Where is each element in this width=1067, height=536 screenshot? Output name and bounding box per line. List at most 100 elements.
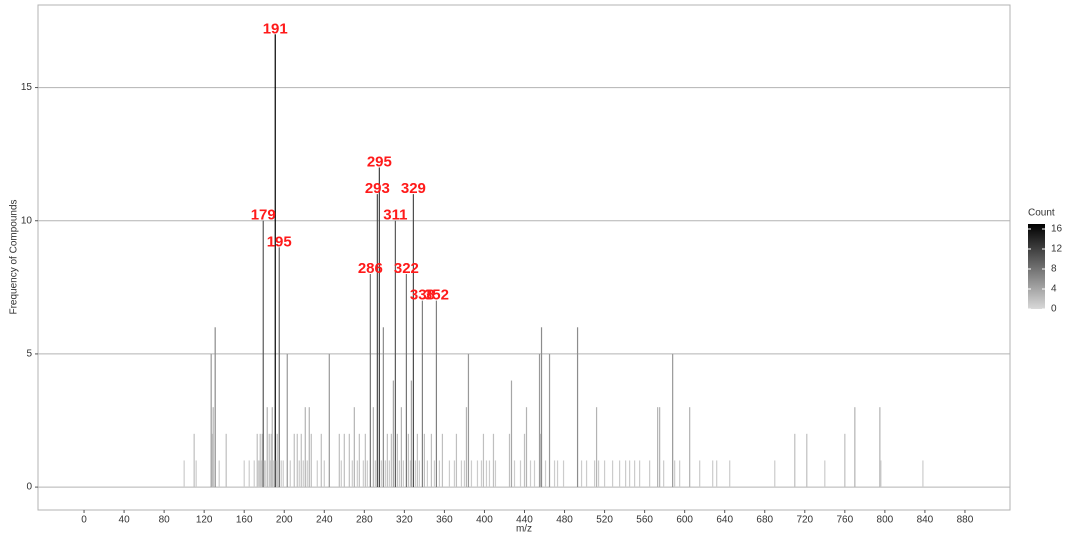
bar xyxy=(407,433,409,488)
bar xyxy=(508,433,511,488)
bar xyxy=(441,433,444,488)
bar xyxy=(525,407,528,488)
x-tick-label: 880 xyxy=(957,515,974,526)
bar xyxy=(214,327,216,488)
bar xyxy=(353,407,355,488)
x-tick-label: 480 xyxy=(556,515,573,526)
bar xyxy=(460,460,463,488)
bar xyxy=(253,460,255,488)
bar xyxy=(372,407,374,488)
x-tick-label: 320 xyxy=(396,515,413,526)
bar xyxy=(435,300,438,488)
bar xyxy=(394,220,396,488)
bar xyxy=(523,433,526,488)
bar xyxy=(416,433,418,488)
bar xyxy=(611,460,614,488)
x-tick-label: 200 xyxy=(276,515,293,526)
x-tick-label: 440 xyxy=(516,515,533,526)
bar xyxy=(485,460,488,488)
bar xyxy=(649,460,651,488)
bar xyxy=(409,460,411,488)
bar xyxy=(366,460,368,488)
peak-label: 352 xyxy=(424,287,449,304)
bar xyxy=(430,433,433,488)
bar xyxy=(351,460,353,488)
bar xyxy=(553,460,556,488)
y-tick-label: 10 xyxy=(21,215,33,226)
bar xyxy=(308,407,310,488)
bar xyxy=(193,433,195,488)
bar xyxy=(378,167,380,488)
bar xyxy=(211,433,213,488)
bar xyxy=(257,460,259,488)
y-tick-label: 0 xyxy=(26,482,32,493)
bar xyxy=(672,353,674,488)
bar xyxy=(421,300,423,488)
bar xyxy=(380,460,382,488)
y-tick-label: 15 xyxy=(21,82,33,93)
bar xyxy=(398,460,400,488)
bar xyxy=(356,460,358,488)
bar xyxy=(274,34,276,488)
bar xyxy=(794,433,796,488)
bar xyxy=(712,460,714,488)
bar xyxy=(580,460,583,488)
bar xyxy=(260,460,262,488)
bar xyxy=(467,353,470,488)
peak-label: 195 xyxy=(267,233,292,250)
x-tick-label: 120 xyxy=(196,515,213,526)
bar xyxy=(402,460,404,488)
colorbar-label: 0 xyxy=(1051,304,1057,315)
bar xyxy=(271,407,273,488)
bar xyxy=(879,407,881,488)
bar xyxy=(343,433,345,488)
bar xyxy=(470,460,473,488)
bar xyxy=(540,327,543,488)
bar xyxy=(282,460,284,488)
bar xyxy=(296,433,298,488)
bar xyxy=(316,460,318,488)
bar xyxy=(663,460,665,488)
bar xyxy=(880,460,882,488)
bar xyxy=(306,460,308,488)
bar xyxy=(386,433,388,488)
bar xyxy=(410,380,412,488)
x-tick-label: 280 xyxy=(356,515,373,526)
bar xyxy=(426,460,429,488)
colorbar xyxy=(1028,224,1045,309)
bar xyxy=(338,433,340,488)
peak-label: 329 xyxy=(401,180,426,197)
bar xyxy=(261,433,263,488)
bar xyxy=(774,460,776,488)
bar xyxy=(384,460,386,488)
bar xyxy=(423,433,425,488)
bar xyxy=(418,460,420,488)
bar xyxy=(210,353,212,488)
bar xyxy=(225,433,227,488)
bar xyxy=(320,433,322,488)
peak-label: 179 xyxy=(251,207,276,224)
bar xyxy=(854,407,856,488)
bar xyxy=(922,460,924,488)
plot-panel xyxy=(37,4,1011,511)
bar xyxy=(264,460,266,488)
bar xyxy=(556,460,559,488)
x-tick-label: 160 xyxy=(236,515,253,526)
bar xyxy=(716,460,718,488)
bar xyxy=(269,460,271,488)
bar xyxy=(374,460,376,488)
peak-label: 286 xyxy=(358,260,383,277)
bar xyxy=(266,407,268,488)
bar xyxy=(618,460,621,488)
bar xyxy=(369,274,371,488)
peak-label: 293 xyxy=(365,180,390,197)
bar xyxy=(603,460,606,488)
bar xyxy=(634,460,636,488)
bar xyxy=(689,407,691,488)
bar xyxy=(476,460,479,488)
colorbar-label: 4 xyxy=(1051,284,1057,295)
bar xyxy=(806,433,808,488)
bar xyxy=(699,460,701,488)
bar xyxy=(323,460,325,488)
